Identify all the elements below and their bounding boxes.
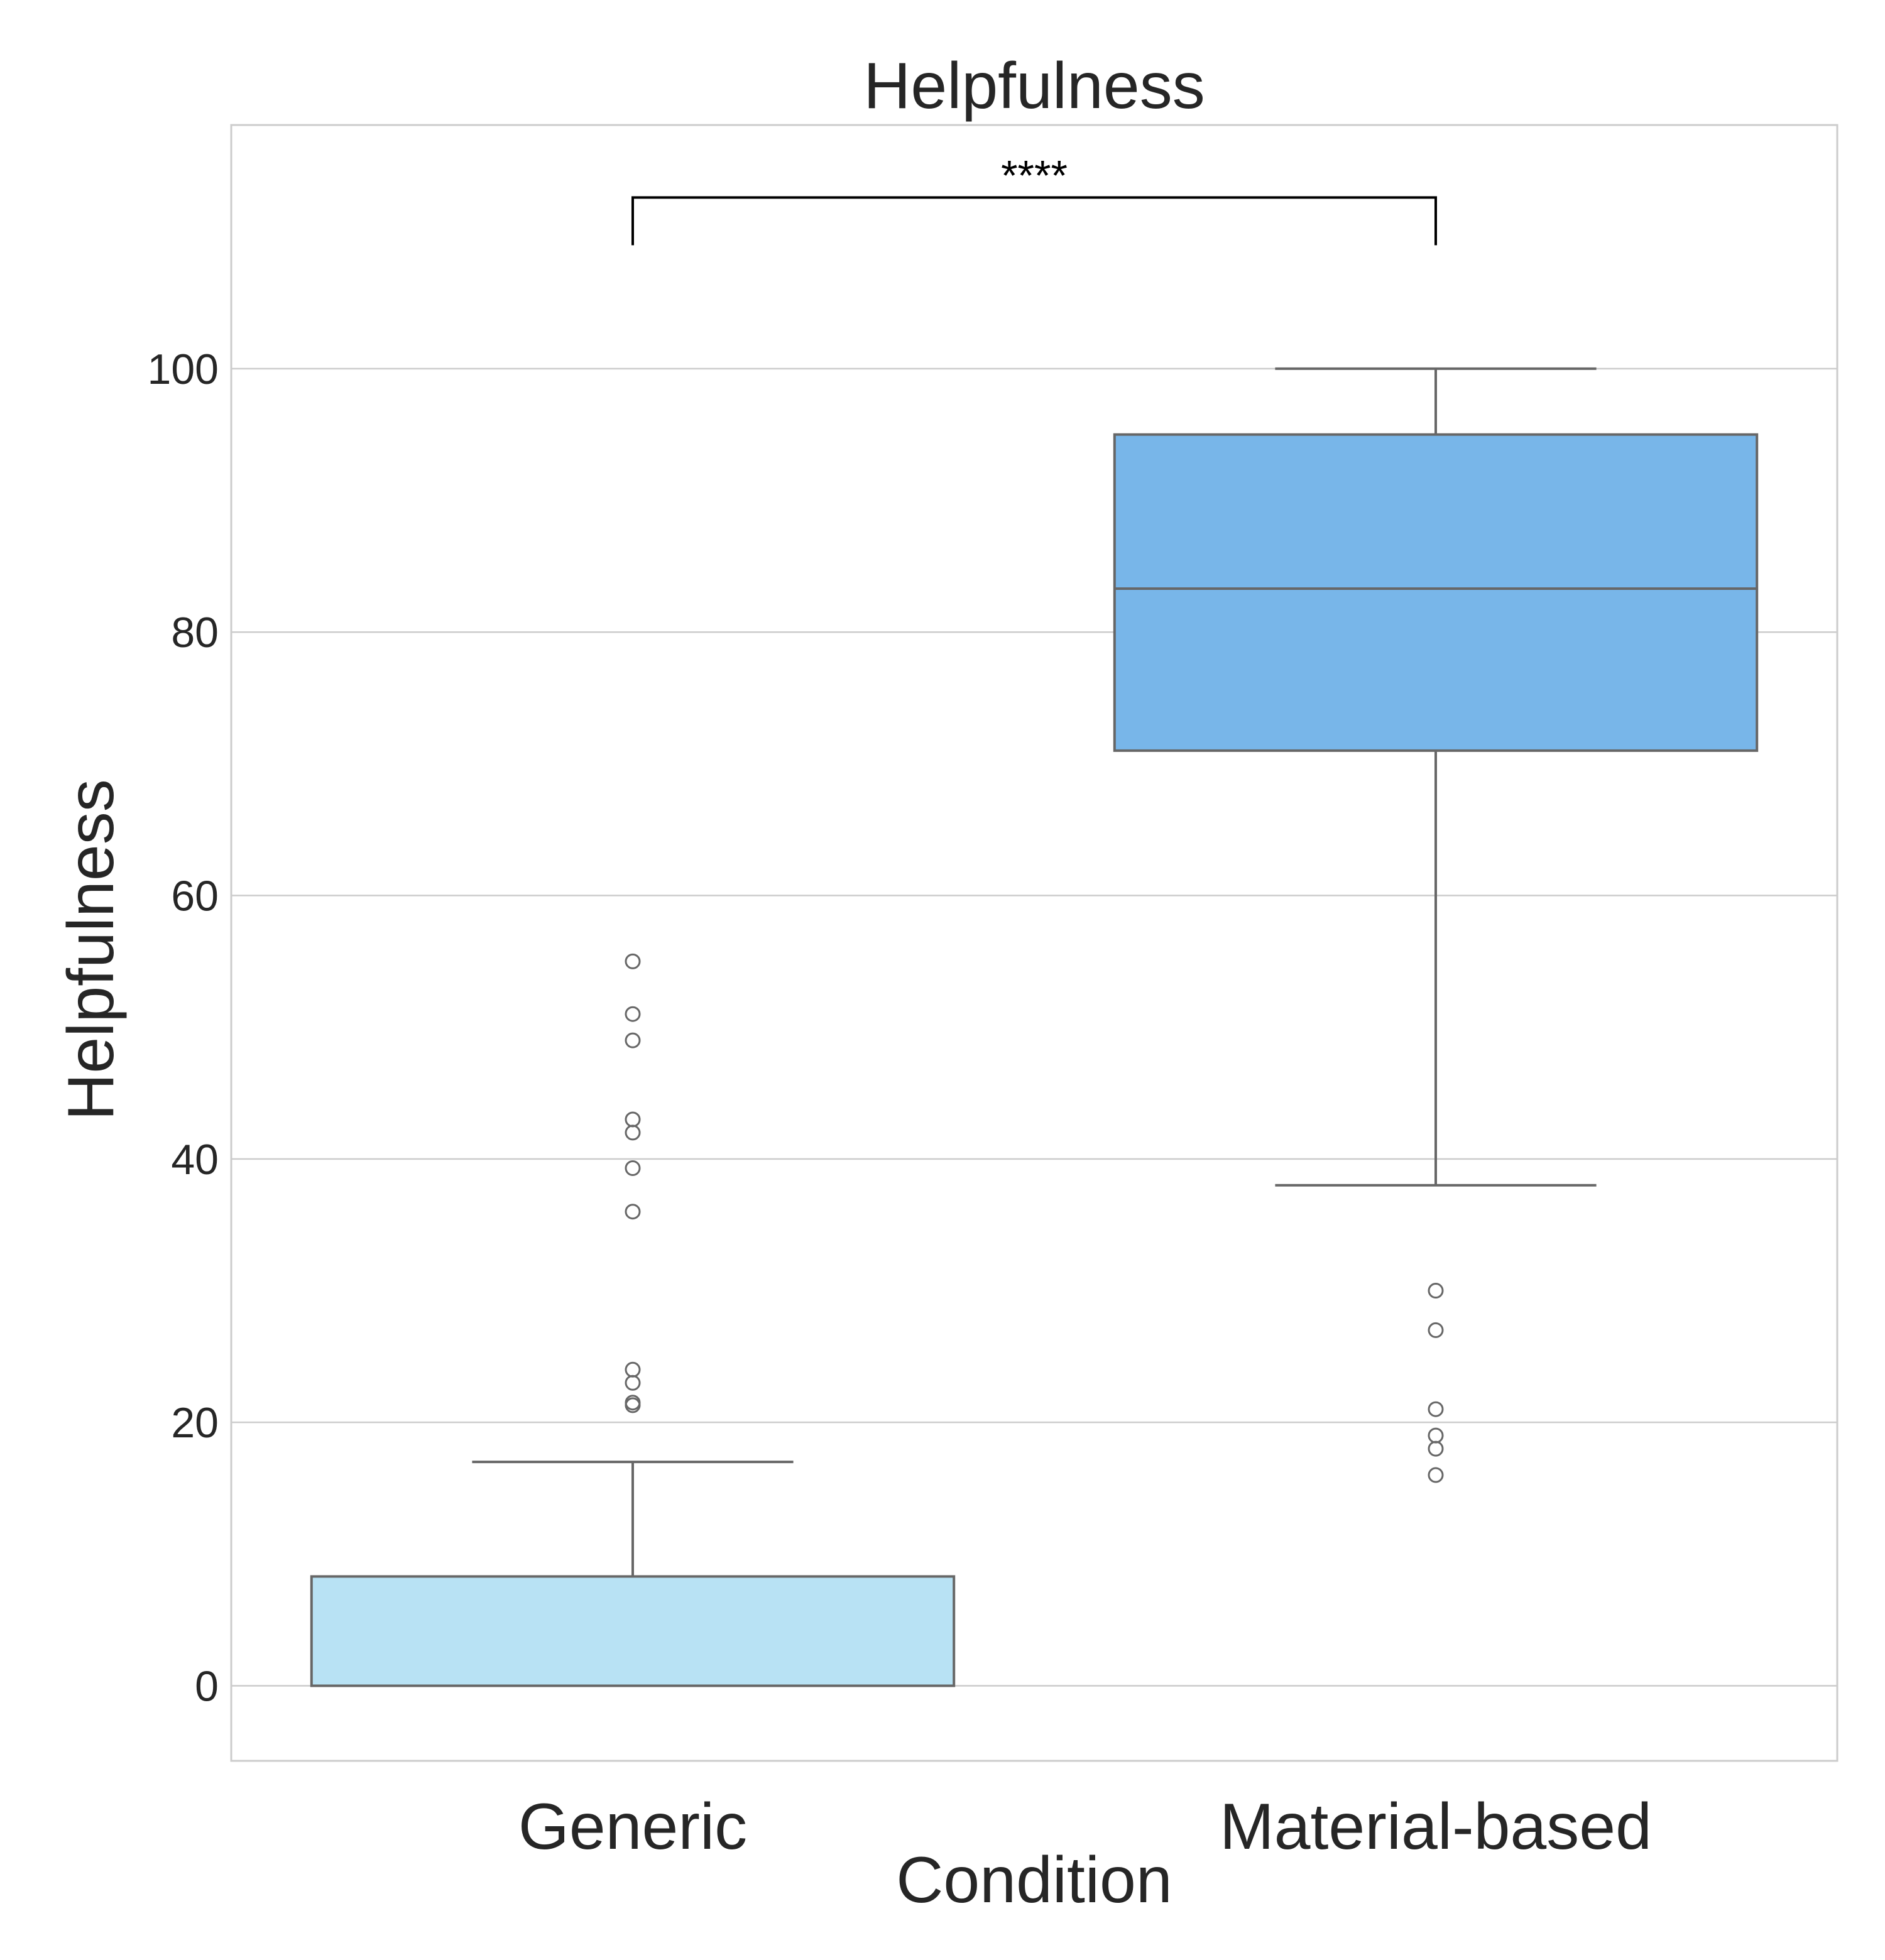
x-axis: Generic Material-based — [518, 1790, 1652, 1863]
outlier-point — [625, 1160, 641, 1177]
y-tick-label-20: 20 — [171, 1399, 219, 1447]
y-tick-label-80: 80 — [171, 609, 219, 656]
boxes — [310, 367, 1759, 1687]
significance-annotation: **** — [631, 151, 1437, 246]
y-axis: 0 20 40 60 80 100 — [148, 346, 219, 1711]
outlier-point — [1428, 1322, 1444, 1338]
outlier-point — [1428, 1427, 1444, 1444]
outlier-point — [1428, 1283, 1444, 1299]
outlier-point — [625, 1032, 641, 1048]
box-body — [1113, 433, 1759, 752]
significance-label: **** — [1001, 151, 1068, 199]
outlier-point — [625, 1204, 641, 1220]
box-1 — [1113, 367, 1759, 1483]
outlier-point — [625, 1006, 641, 1022]
significance-bracket — [631, 196, 1437, 246]
outlier-point — [625, 1361, 641, 1378]
y-tick-label-0: 0 — [195, 1662, 219, 1710]
y-tick-label-60: 60 — [171, 873, 219, 920]
outlier-point — [1428, 1401, 1444, 1417]
y-tick-label-100: 100 — [148, 346, 219, 393]
outlier-point — [625, 953, 641, 969]
x-tick-label-0: Generic — [518, 1790, 747, 1863]
box-0 — [310, 953, 956, 1687]
x-tick-label-1: Material-based — [1220, 1790, 1652, 1863]
grid — [231, 368, 1837, 1687]
outlier-point — [625, 1111, 641, 1128]
y-axis-label: Helpfulness — [55, 779, 128, 1120]
outlier-point — [625, 1395, 641, 1411]
x-axis-label: Condition — [896, 1844, 1172, 1917]
y-tick-label-40: 40 — [171, 1136, 219, 1184]
box-body — [310, 1575, 956, 1687]
plot-area — [230, 124, 1839, 1762]
outlier-point — [1428, 1467, 1444, 1483]
chart-title: Helpfulness — [863, 50, 1205, 122]
